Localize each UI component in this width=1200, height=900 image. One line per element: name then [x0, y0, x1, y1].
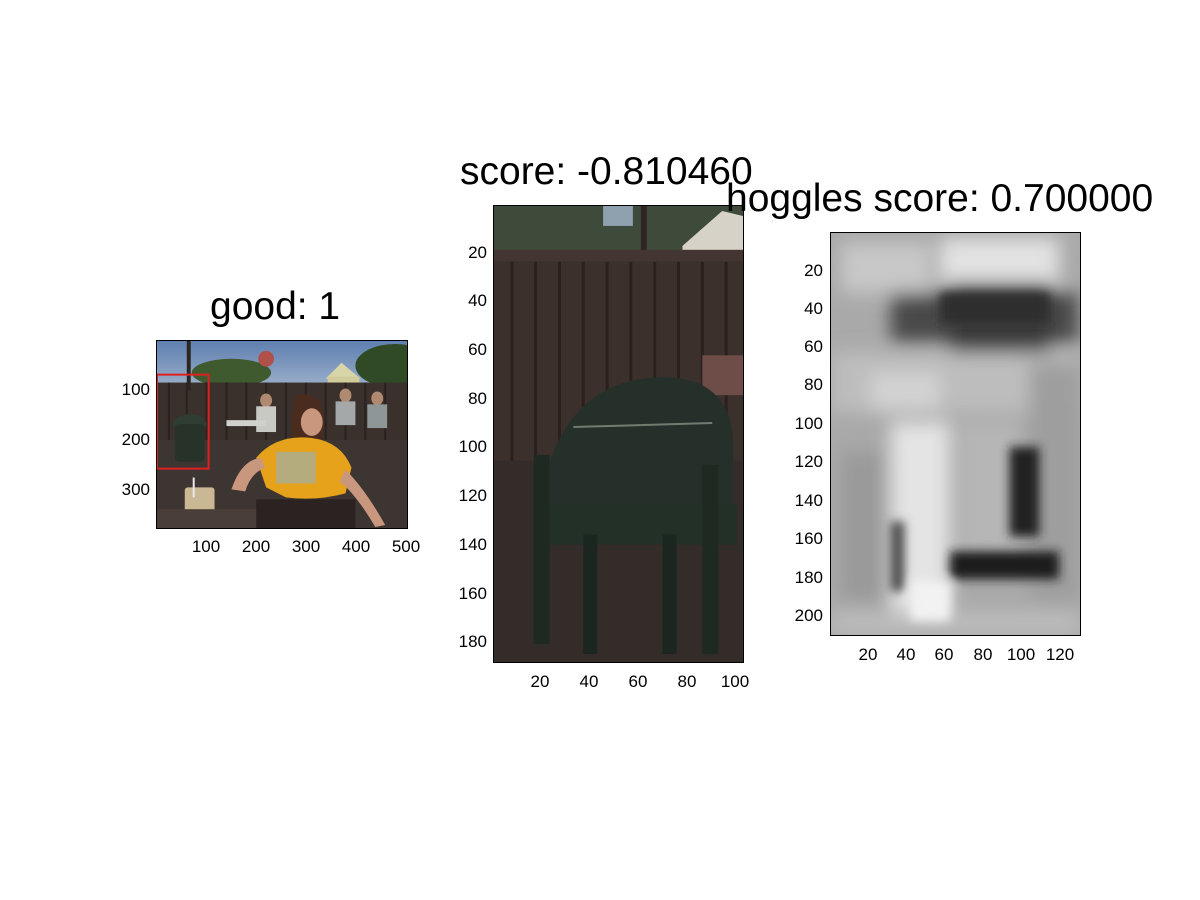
panel2-ytick: 100: [458, 437, 487, 456]
panel2-xtick: 40: [579, 672, 599, 691]
panel2-ytick: 80: [468, 389, 487, 408]
panel3-ytick: 40: [804, 299, 823, 318]
panel2-xtick: 60: [628, 672, 648, 691]
panel3-ytick: 80: [804, 375, 823, 394]
panel2-xtick: 100: [720, 672, 750, 691]
panel1-ytick: 200: [121, 430, 150, 449]
panel1-xtick: 300: [291, 537, 321, 556]
panel3-ytick: 100: [794, 414, 823, 433]
panel3-xtick: 120: [1045, 645, 1075, 664]
panel2-title: score: -0.810460: [460, 150, 753, 193]
panel3-xtick: 100: [1006, 645, 1036, 664]
panel3-xtick: 20: [858, 645, 878, 664]
panel1-title: good: 1: [210, 285, 341, 328]
panel3-xtick: 80: [973, 645, 993, 664]
panel1-xtick: 200: [241, 537, 271, 556]
panel3-title: hoggles score: 0.700000: [726, 177, 1154, 220]
panel2-ytick: 60: [468, 340, 487, 359]
panel3-ytick: 120: [794, 452, 823, 471]
panel3-xtick: 40: [896, 645, 916, 664]
panel1-xtick: 400: [341, 537, 371, 556]
panel3-ytick: 200: [794, 606, 823, 625]
crop-image: [493, 205, 744, 663]
panel1-xtick: 500: [391, 537, 421, 556]
panel3-ytick: 160: [794, 529, 823, 548]
panel2-ytick: 180: [458, 632, 487, 651]
hoggles-image: [830, 232, 1081, 636]
panel3-ytick: 20: [804, 261, 823, 280]
panel2-ytick: 20: [468, 243, 487, 262]
panel3-ytick: 140: [794, 491, 823, 510]
scene-image: [156, 340, 408, 529]
panel3-ytick: 180: [794, 568, 823, 587]
panel3-xtick: 60: [934, 645, 954, 664]
panel2-ytick: 160: [458, 584, 487, 603]
panel2-ytick: 40: [468, 291, 487, 310]
panel2-ytick: 140: [458, 535, 487, 554]
panel2-ytick: 120: [458, 486, 487, 505]
panel2-xtick: 80: [677, 672, 697, 691]
panel1-ytick: 100: [121, 380, 150, 399]
panel1-ytick: 300: [121, 480, 150, 499]
panel1-xtick: 100: [191, 537, 221, 556]
panel3-ytick: 60: [804, 337, 823, 356]
panel2-xtick: 20: [530, 672, 550, 691]
